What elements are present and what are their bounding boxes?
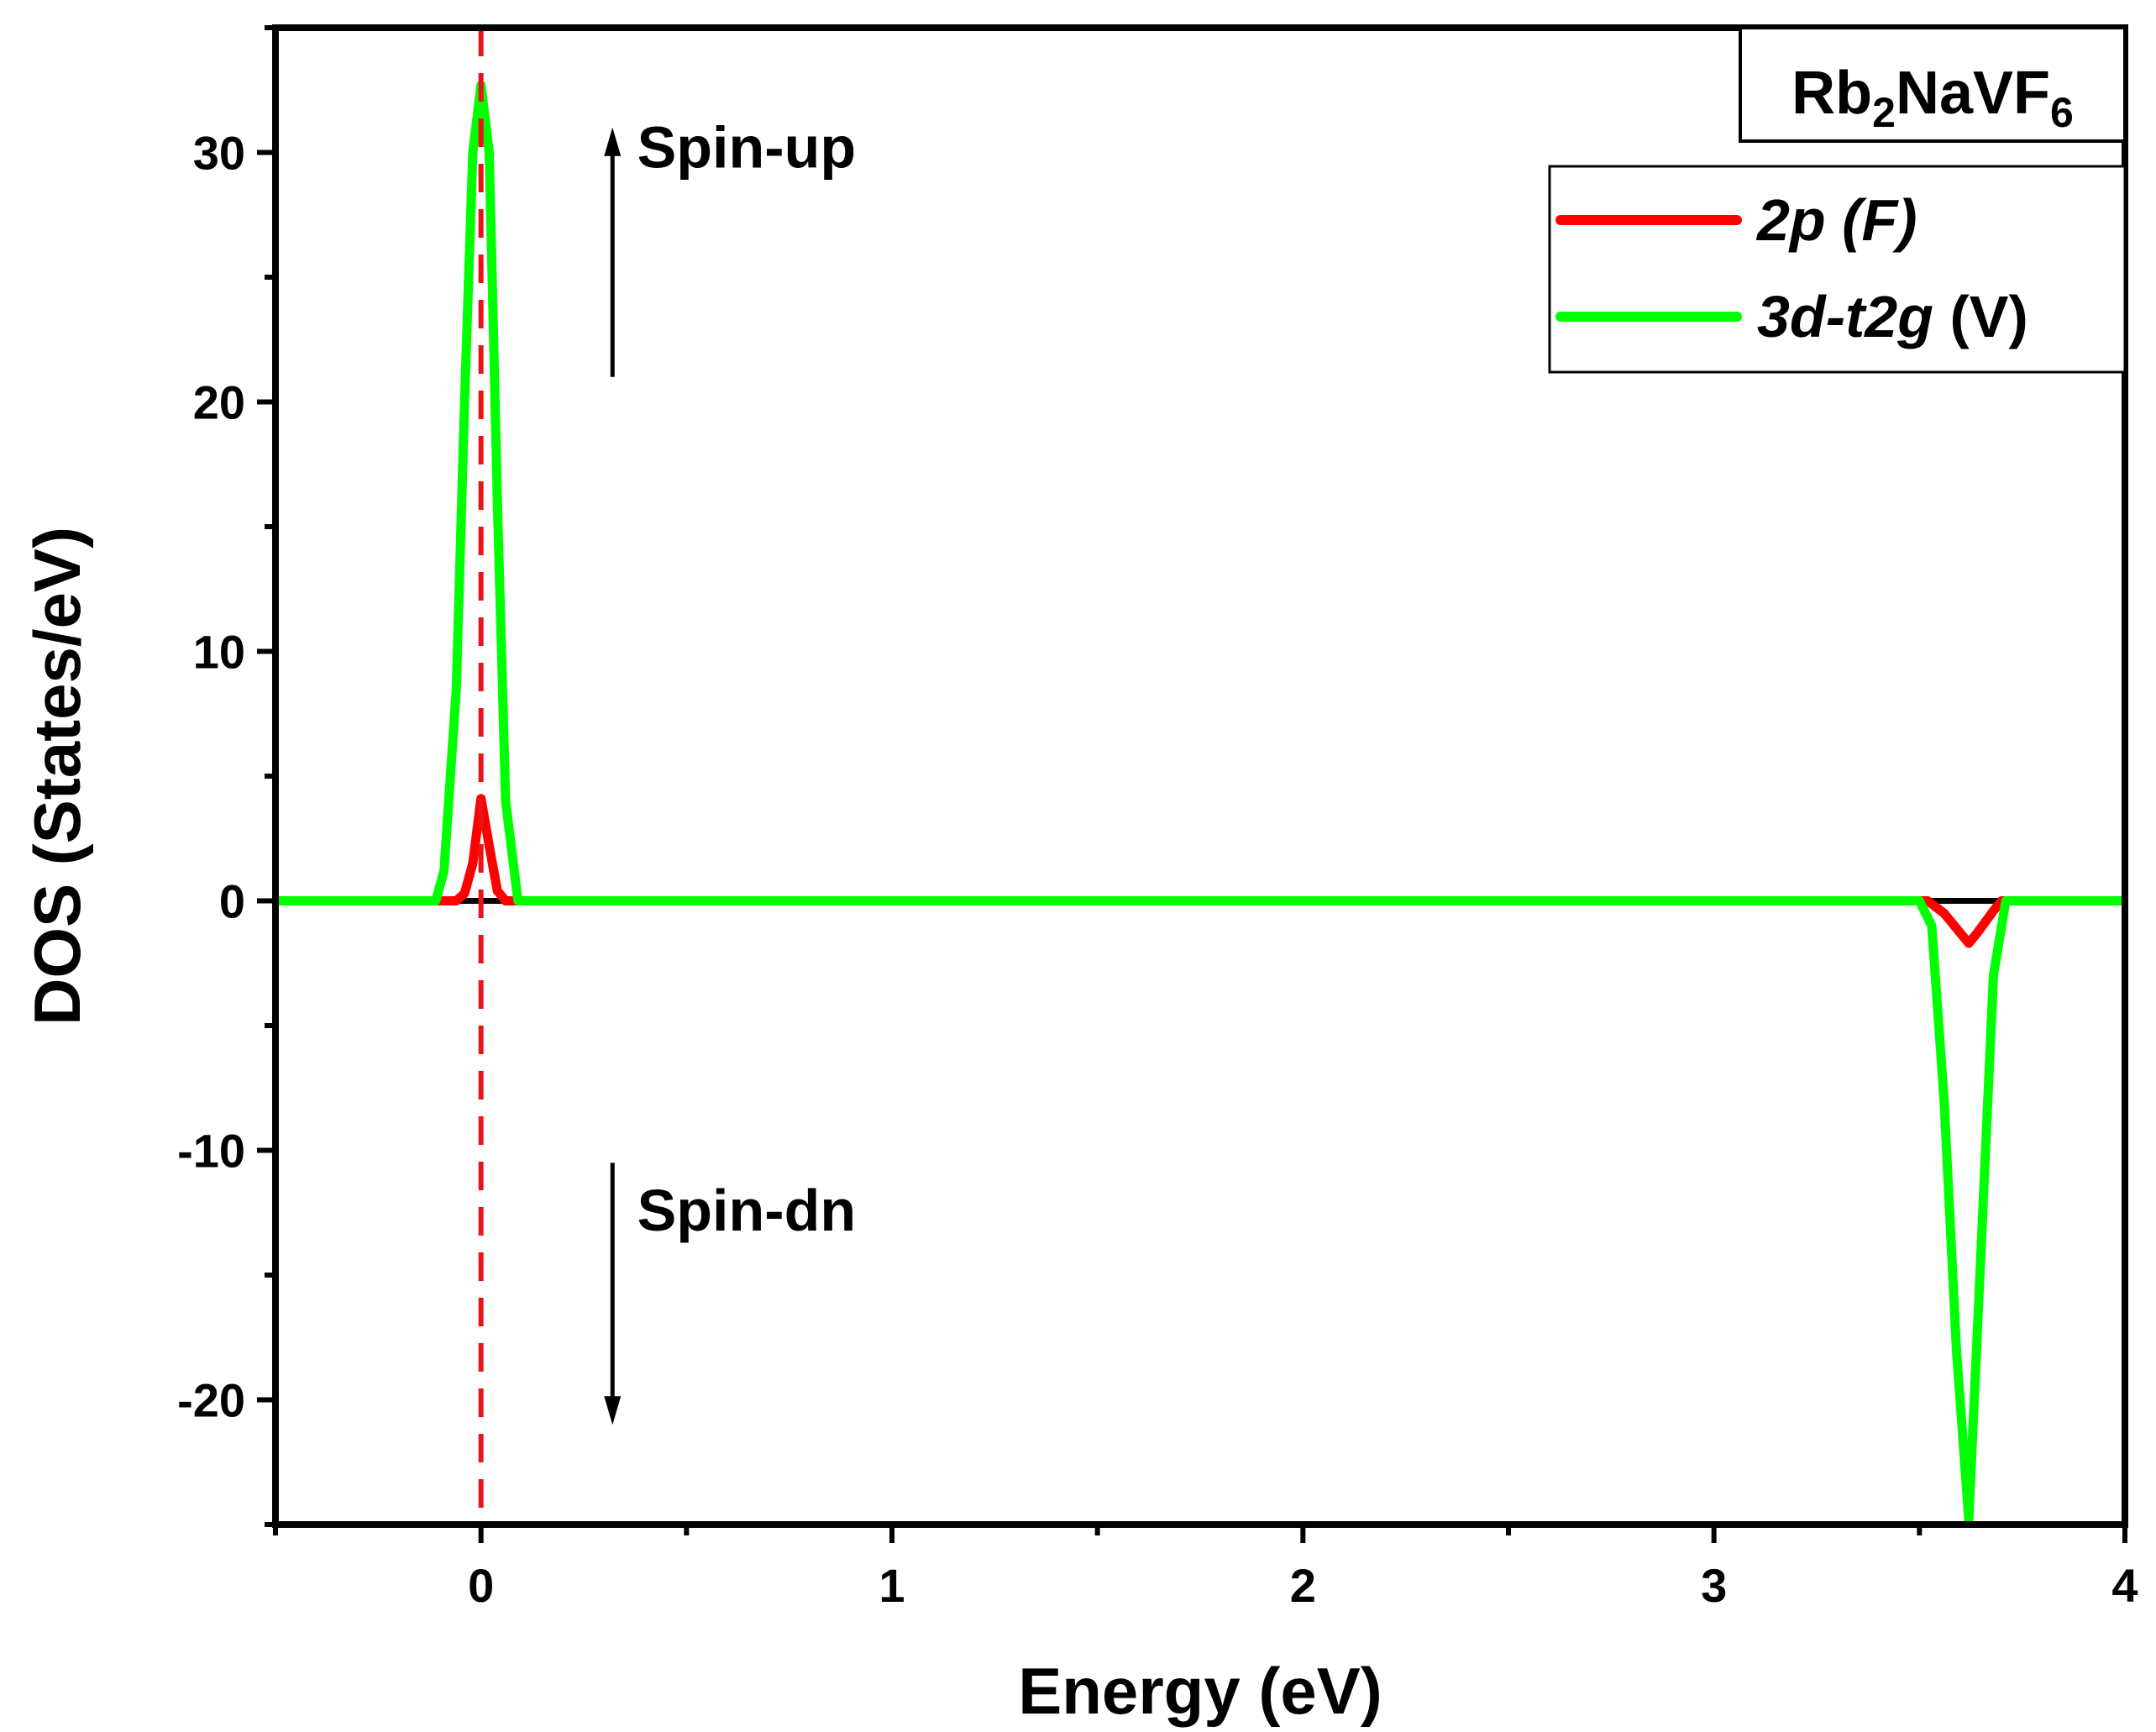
- y-tick-label: 20: [193, 376, 245, 429]
- annotations-group: Spin-up Spin-dn: [604, 115, 856, 1425]
- legend-label-3d-t2g-v: 3d-t2g (V): [1757, 284, 2028, 349]
- y-tick-label: -20: [177, 1374, 245, 1427]
- y-axis-title: DOS (States/eV): [20, 527, 94, 1026]
- sample-title-part: NaVF: [1896, 60, 2050, 127]
- y-tick-label: 10: [193, 626, 245, 679]
- spin-up-arrowhead-icon: [604, 127, 622, 156]
- spin-up-label: Spin-up: [637, 115, 856, 181]
- x-tick-label: 3: [1701, 1559, 1727, 1612]
- legend-label-main: 2p (F): [1755, 187, 1917, 253]
- spin-dn-arrowhead-icon: [604, 1396, 622, 1425]
- sample-title-subscript: 2: [1872, 89, 1896, 136]
- legend-label-2p-f: 2p (F): [1755, 187, 1917, 253]
- y-tick-label: 30: [193, 127, 245, 180]
- axes-group: 0 1 2 3 4 -20 -10 0 10 20 30 Energy (eV) DOS (States…: [20, 24, 2138, 1728]
- plot-series-group: [275, 28, 2125, 1525]
- x-tick-label: 2: [1290, 1559, 1316, 1612]
- sample-title: Rb2NaVF6: [1791, 60, 2074, 136]
- sample-title-box: [1739, 26, 2127, 143]
- sample-title-part: Rb: [1791, 60, 1872, 127]
- x-tick-label: 0: [468, 1559, 494, 1612]
- legend-box: [1548, 165, 2127, 374]
- series-line-3d-t2g-v: [275, 80, 2125, 1525]
- x-tick-label: 4: [2111, 1559, 2138, 1612]
- x-tick-label: 1: [879, 1559, 905, 1612]
- y-tick-label: 0: [219, 875, 245, 928]
- spin-dn-label: Spin-dn: [637, 1178, 856, 1243]
- y-tick-label: -10: [177, 1125, 245, 1178]
- sample-title-subscript: 6: [2050, 89, 2074, 136]
- legend-label-rest: (V): [1933, 284, 2028, 349]
- x-axis-title: Energy (eV): [1018, 1654, 1382, 1728]
- legend: Rb2NaVF6 2p (F) 3d-t2g (V): [1548, 26, 2127, 374]
- legend-label-main: 3d-t2g: [1757, 284, 1933, 349]
